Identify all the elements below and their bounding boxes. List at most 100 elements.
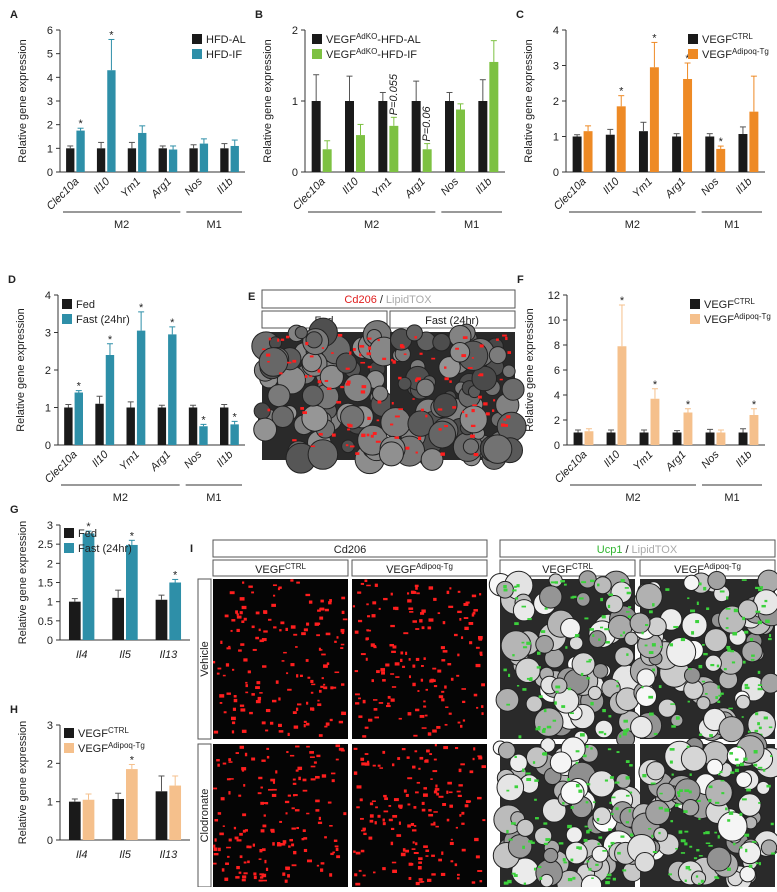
stain-dot <box>650 782 656 785</box>
adipocyte <box>335 352 357 374</box>
stain-dot <box>603 732 607 736</box>
significance: * <box>201 414 206 426</box>
stain-dot <box>264 859 267 864</box>
bar <box>583 131 593 172</box>
stain-dot <box>398 717 402 720</box>
stain-dot <box>443 746 449 750</box>
y-tick-label: 4 <box>47 72 53 84</box>
adipocyte <box>267 384 291 408</box>
stain-dot <box>411 591 417 594</box>
group-label: M2 <box>113 492 128 504</box>
stain-dot <box>437 669 442 673</box>
stain-dot <box>391 650 396 653</box>
stain-dot <box>345 444 349 447</box>
stain-dot <box>459 617 462 621</box>
stain-dot <box>265 867 269 872</box>
stain-dot <box>444 723 448 726</box>
stain-dot <box>698 733 703 736</box>
adipocyte <box>594 719 614 739</box>
stain-dot <box>440 646 445 650</box>
stain-dot <box>471 613 475 617</box>
stain-dot <box>330 686 334 690</box>
stain-dot <box>413 851 419 855</box>
x-tick-label: Il1b <box>473 176 494 197</box>
stain-dot <box>346 380 351 384</box>
stain-dot <box>734 768 739 773</box>
column-label: VEGFAdipoq-Tg <box>386 562 453 577</box>
stain-dot <box>398 376 402 380</box>
stain-dot <box>367 337 372 340</box>
stain-dot <box>471 594 477 598</box>
stain-dot <box>449 587 452 590</box>
group-label: M1 <box>724 492 739 504</box>
stain-dot <box>766 784 771 788</box>
stain-dot <box>762 768 766 772</box>
stain-dot <box>373 708 378 711</box>
stain-dot <box>325 632 331 636</box>
stain-dot <box>355 882 361 886</box>
stain-dot <box>241 620 245 624</box>
x-tick-label: Il1b <box>215 449 236 470</box>
stain-dot <box>764 599 768 603</box>
adipocyte <box>646 761 666 781</box>
adipocyte <box>737 599 758 620</box>
stain-dot <box>415 791 419 794</box>
stain-dot <box>532 761 536 764</box>
stain-dot <box>575 750 580 753</box>
stain-dot <box>706 607 710 610</box>
stain-dot <box>285 812 288 815</box>
stain-dot <box>252 648 257 651</box>
stain-dot <box>542 727 546 731</box>
stain-dot <box>598 836 603 839</box>
stain-dot <box>716 664 720 668</box>
stain-dot <box>381 671 386 675</box>
adipocyte <box>657 698 677 718</box>
stain-dot <box>641 685 644 689</box>
stain-dot <box>383 794 387 798</box>
stain-dot <box>366 629 372 632</box>
stain-dot <box>286 751 289 754</box>
adipocyte <box>488 346 507 365</box>
stain-dot <box>376 419 380 422</box>
stain-dot <box>302 789 308 792</box>
stain-dot <box>720 692 724 695</box>
stain-dot <box>485 412 490 416</box>
stain-dot <box>261 721 266 725</box>
stain-dot <box>687 700 690 703</box>
bar <box>199 426 208 445</box>
stain-dot <box>242 813 247 817</box>
stain-dot <box>617 851 621 855</box>
stain-dot <box>684 879 687 882</box>
stain-dot <box>610 841 615 845</box>
stain-dot <box>359 353 362 357</box>
stain-dot <box>593 801 596 804</box>
stain-dot <box>528 679 533 682</box>
stain-dot <box>412 398 415 400</box>
stain-dot <box>755 586 760 590</box>
stain-dot <box>366 637 369 641</box>
stain-dot <box>424 759 429 763</box>
stain-dot <box>620 579 625 583</box>
stain-dot <box>394 415 400 418</box>
stain-dot <box>360 390 366 394</box>
bar <box>189 148 198 172</box>
bar <box>138 132 147 172</box>
stain-dot <box>321 653 326 656</box>
stain-dot <box>312 707 315 711</box>
bar <box>749 111 759 172</box>
stain-dot <box>426 878 432 882</box>
x-tick-label: Il1b <box>734 176 755 197</box>
stain-dot <box>407 824 411 828</box>
stain-dot <box>310 691 314 694</box>
stain-dot <box>324 608 329 612</box>
stain-dot <box>431 357 436 360</box>
stain-dot <box>709 734 713 737</box>
stain-dot <box>239 745 244 749</box>
x-tick-label: Clec10a <box>552 176 589 213</box>
stain-dot <box>262 348 266 351</box>
stain-dot <box>607 748 612 751</box>
stain-dot <box>415 657 420 661</box>
stain-dot <box>512 654 515 657</box>
stain-dot <box>725 807 728 811</box>
group-label: M2 <box>364 219 379 231</box>
